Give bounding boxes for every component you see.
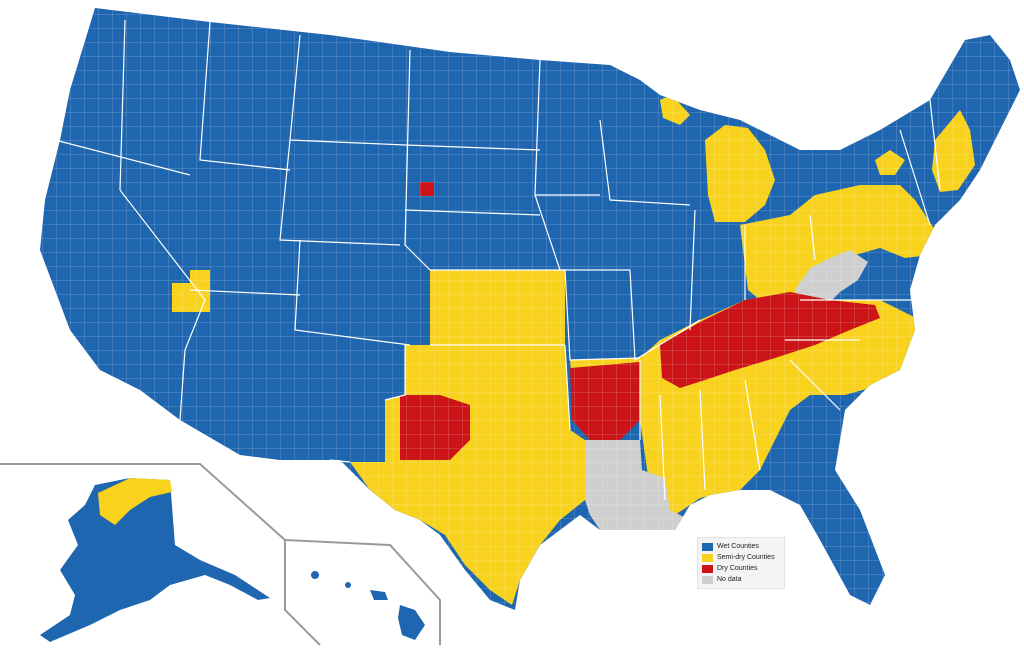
alaska-inset: [40, 478, 270, 642]
hawaii-big-island: [398, 605, 425, 640]
no-data-swatch: [702, 575, 713, 584]
hawaii-oahu: [345, 582, 351, 588]
dry-swatch: [702, 564, 713, 573]
legend-item-semi-dry: Semi-dry Counties: [702, 552, 780, 563]
hawaii-kauai: [311, 571, 319, 579]
legend-item-no-data: No data: [702, 574, 780, 585]
hawaii-inset: [311, 571, 425, 640]
legend-item-dry: Dry Counties: [702, 563, 780, 574]
legend-label-semi-dry: Semi-dry Counties: [717, 554, 775, 561]
alaska-semi-dry: [98, 478, 172, 525]
map-legend: Wet Counties Semi-dry Counties Dry Count…: [697, 537, 785, 589]
state-borders: [54, 19, 941, 501]
legend-item-wet: Wet Counties: [702, 541, 780, 552]
legend-label-wet: Wet Counties: [717, 543, 759, 550]
alaska-wet: [40, 478, 270, 642]
semi-dry-swatch: [702, 553, 713, 562]
inset-borders: [0, 463, 441, 646]
wet-swatch: [702, 542, 713, 551]
legend-label-no-data: No data: [717, 576, 742, 583]
hawaii-maui: [370, 590, 388, 600]
legend-label-dry: Dry Counties: [717, 565, 758, 572]
